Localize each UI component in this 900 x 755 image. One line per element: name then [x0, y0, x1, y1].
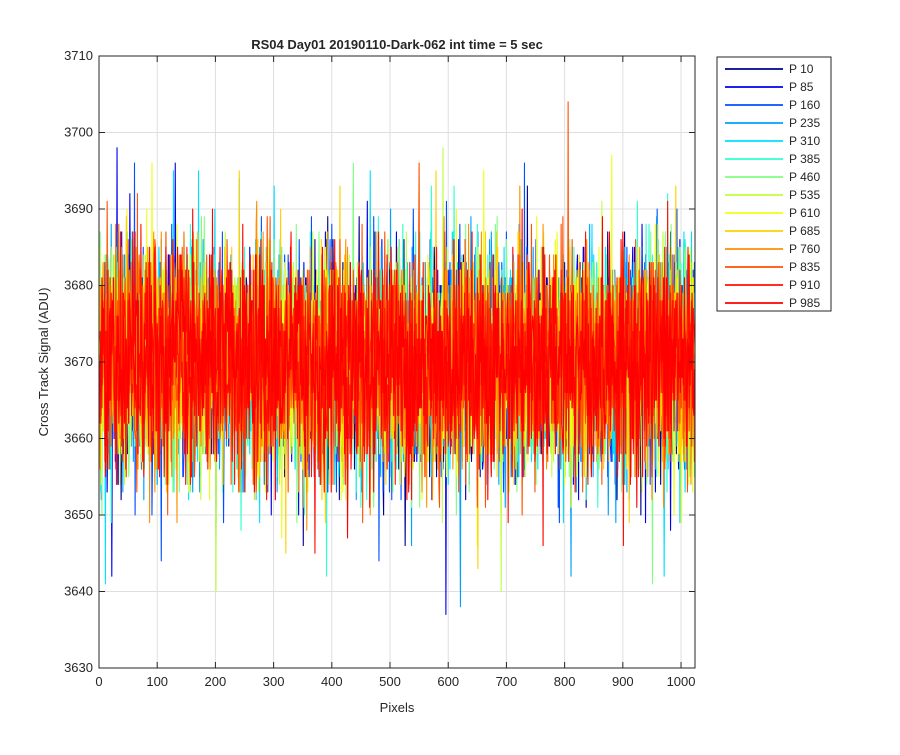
legend-box [716, 56, 832, 312]
legend-label: P 160 [789, 98, 820, 112]
y-ticks: 3630 3640 3650 3660 3670 3680 3690 3700 3710 [64, 48, 695, 675]
y-tick-label: 3710 [64, 48, 93, 63]
legend-label: P 835 [789, 260, 820, 274]
x-tick-label: 900 [612, 674, 634, 689]
series-layer [99, 101, 695, 615]
x-ticks: 0 100 200 300 400 500 600 700 800 900 1000 [95, 56, 695, 689]
y-tick-label: 3650 [64, 507, 93, 522]
x-tick-label: 800 [554, 674, 576, 689]
legend-label: P 310 [789, 134, 820, 148]
legend-label: P 985 [789, 296, 820, 310]
legend-label: P 385 [789, 152, 820, 166]
x-tick-label: 200 [205, 674, 227, 689]
x-tick-label: 700 [496, 674, 518, 689]
y-tick-label: 3630 [64, 660, 93, 675]
legend-label: P 760 [789, 242, 820, 256]
series-line-p-985 [99, 208, 695, 547]
legend-label: P 460 [789, 170, 820, 184]
chart-title: RS04 Day01 20190110-Dark-062 int time = … [251, 37, 543, 52]
y-tick-label: 3700 [64, 125, 93, 140]
y-tick-label: 3680 [64, 278, 93, 293]
x-tick-label: 1000 [667, 674, 696, 689]
y-tick-label: 3670 [64, 354, 93, 369]
x-tick-label: 400 [321, 674, 343, 689]
legend-label: P 85 [789, 80, 814, 94]
x-tick-label: 100 [146, 674, 168, 689]
legend-label: P 535 [789, 188, 820, 202]
x-tick-label: 300 [263, 674, 285, 689]
legend-label: P 235 [789, 116, 820, 130]
legend-label: P 10 [789, 62, 814, 76]
legend-label: P 685 [789, 224, 820, 238]
legend-label: P 910 [789, 278, 820, 292]
legend: P 10 P 85 P 160 P 235 P 310 P 385 P 460 P 535 P … [716, 56, 832, 312]
y-axis-label: Cross Track Signal (ADU) [36, 288, 51, 437]
x-tick-label: 0 [95, 674, 102, 689]
x-tick-label: 500 [379, 674, 401, 689]
x-tick-label: 600 [437, 674, 459, 689]
y-tick-label: 3660 [64, 431, 93, 446]
y-tick-label: 3640 [64, 584, 93, 599]
x-axis-label: Pixels [380, 700, 415, 715]
legend-label: P 610 [789, 206, 820, 220]
y-tick-label: 3690 [64, 201, 93, 216]
